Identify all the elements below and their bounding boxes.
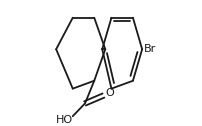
Text: Br: Br (143, 44, 156, 54)
Text: HO: HO (56, 115, 73, 125)
Text: O: O (105, 88, 114, 98)
